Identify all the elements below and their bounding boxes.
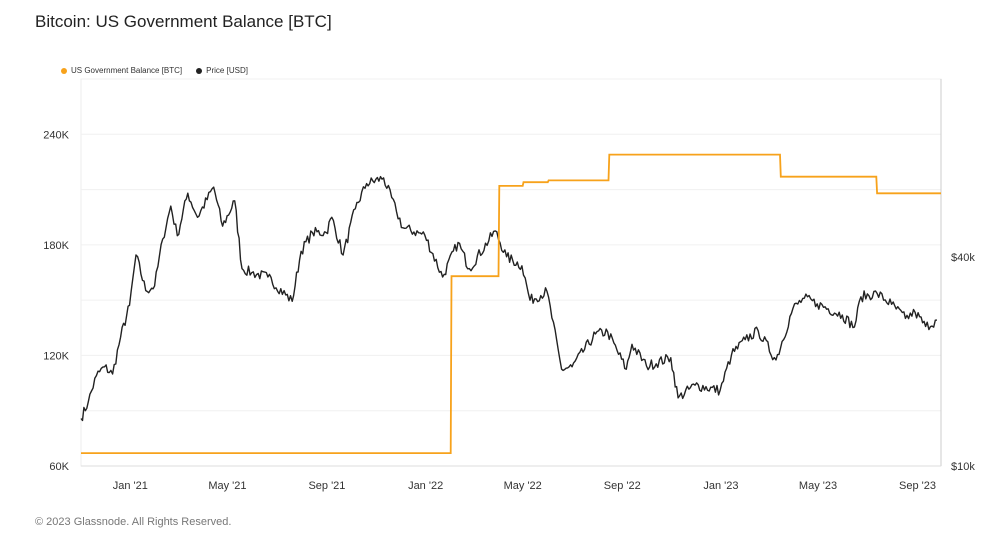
legend-dot-price xyxy=(196,67,203,74)
x-tick-label: Jan '22 xyxy=(408,480,443,492)
plot-frame xyxy=(80,78,942,467)
balance-series-line xyxy=(81,153,941,454)
x-tick-label: Sep '22 xyxy=(604,480,641,492)
x-tick-label: Jan '23 xyxy=(703,480,738,492)
x-tick-label: May '21 xyxy=(208,480,246,492)
legend-label-price: Price [USD] xyxy=(206,66,248,75)
legend-label-balance: US Government Balance [BTC] xyxy=(71,66,183,75)
y-right-tick-label: $40k xyxy=(951,252,975,264)
y-left-tick-label: 60K xyxy=(49,461,69,473)
y-left-tick-label: 240K xyxy=(43,129,69,141)
price-series-line xyxy=(80,175,938,422)
y-right-tick-label: $10k xyxy=(951,461,975,473)
x-tick-label: May '23 xyxy=(799,480,837,492)
x-tick-label: Sep '21 xyxy=(308,480,345,492)
x-tick-label: Sep '23 xyxy=(899,480,936,492)
legend-dot-balance xyxy=(61,67,67,74)
x-tick-label: Jan '21 xyxy=(113,480,148,492)
chart-title: Bitcoin: US Government Balance [BTC] xyxy=(35,12,332,31)
legend: US Government Balance [BTC] Price [USD] xyxy=(61,66,248,75)
y-left-tick-label: 120K xyxy=(43,350,69,362)
y-left-tick-label: 180K xyxy=(43,240,69,252)
x-tick-label: May '22 xyxy=(504,480,542,492)
legend-item-balance[interactable]: US Government Balance [BTC] xyxy=(61,66,182,75)
legend-item-price[interactable]: Price [USD] xyxy=(196,66,248,75)
copyright-footer: © 2023 Glassnode. All Rights Reserved. xyxy=(35,516,232,528)
